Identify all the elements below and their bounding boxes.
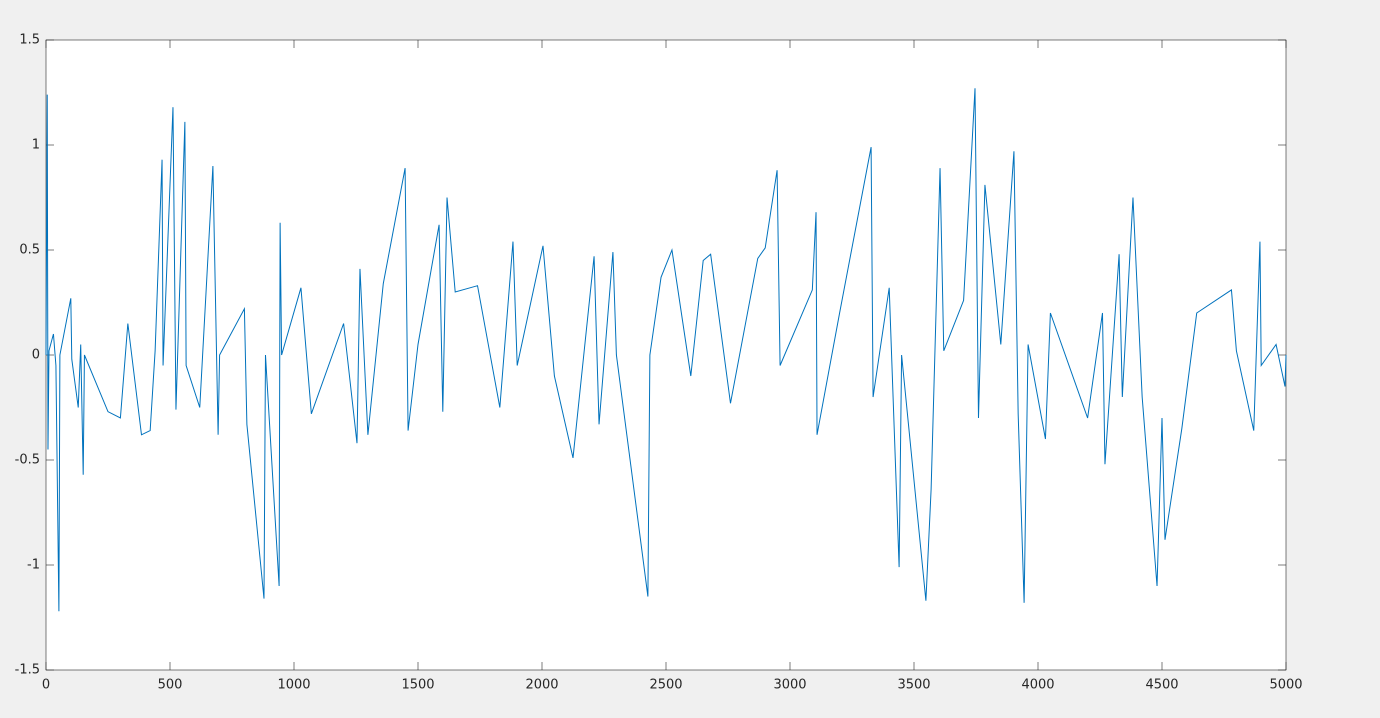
signal-line [45,88,1287,612]
x-tick-label: 3000 [773,678,806,693]
x-tick-label: 4000 [1021,678,1054,693]
y-tick-label: -1 [27,558,40,573]
y-tick-label: 0.5 [19,243,40,258]
x-tick-label: 1500 [401,678,434,693]
y-tick-label: 1 [32,138,40,153]
y-tick-label: -0.5 [15,453,40,468]
y-tick-label: -1.5 [15,663,40,678]
plot-area [45,39,1287,671]
x-tick-label: 3500 [897,678,930,693]
y-tick-label: 0 [32,348,40,363]
x-tick-label: 2500 [649,678,682,693]
x-tick-label: 5000 [1269,678,1302,693]
x-tick-label: 1000 [277,678,310,693]
x-tick-label: 2000 [525,678,558,693]
x-tick-label: 4500 [1145,678,1178,693]
y-tick-label: 1.5 [19,33,40,48]
x-tick-label: 500 [158,678,183,693]
x-tick-label: 0 [42,678,50,693]
